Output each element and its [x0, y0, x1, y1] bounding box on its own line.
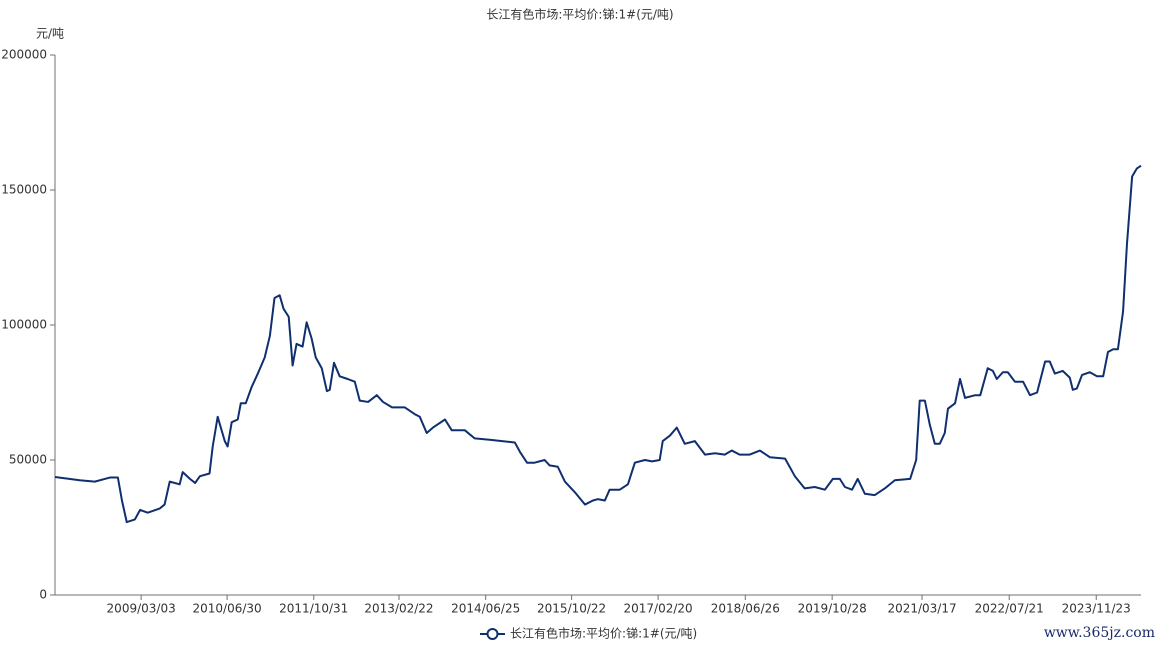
y-tick-label: 50000: [9, 453, 47, 467]
legend-label: 长江有色市场:平均价:锑:1#(元/吨): [510, 626, 697, 641]
y-tick-label: 0: [39, 588, 47, 602]
x-tick-label: 2013/02/22: [364, 602, 433, 616]
x-tick-label: 2023/11/23: [1062, 602, 1131, 616]
chart-title: 长江有色市场:平均价:锑:1#(元/吨): [486, 7, 673, 22]
x-tick-label: 2018/06/26: [711, 602, 780, 616]
data-line: [54, 164, 1142, 524]
x-tick-label: 2011/10/31: [279, 602, 348, 616]
y-unit: 元/吨: [36, 27, 64, 41]
y-tick-label: 150000: [1, 183, 47, 197]
y-tick-label: 100000: [1, 318, 47, 332]
x-tick-label: 2022/07/21: [975, 602, 1044, 616]
x-tick-label: 2015/10/22: [537, 602, 606, 616]
x-tick-label: 2014/06/25: [451, 602, 520, 616]
x-tick-label: 2019/10/28: [798, 602, 867, 616]
watermark: www.365jz.com: [1044, 625, 1155, 641]
x-tick-label: 2021/03/17: [887, 602, 956, 616]
legend-marker: [486, 628, 499, 640]
x-tick-label: 2010/06/30: [193, 602, 262, 616]
x-tick-label: 2017/02/20: [624, 602, 693, 616]
x-tick-label: 2009/03/03: [107, 602, 176, 616]
y-tick-label: 200000: [1, 48, 47, 62]
